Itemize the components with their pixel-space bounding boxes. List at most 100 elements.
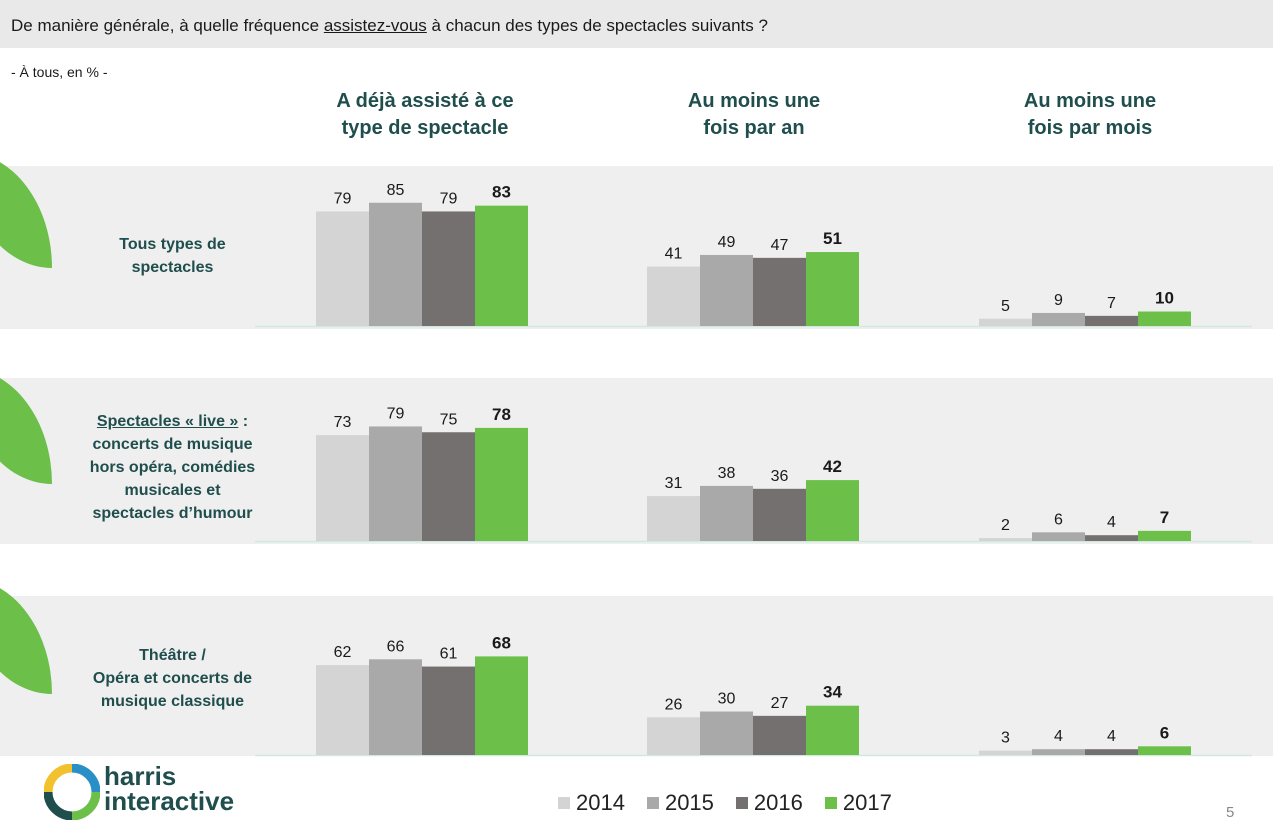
data-label: 4 [1054, 728, 1063, 745]
legend-item-2016: 2016 [735, 790, 803, 816]
data-label: 9 [1054, 292, 1063, 309]
data-label: 62 [334, 644, 352, 661]
bar-2016 [422, 211, 475, 326]
data-label: 41 [665, 246, 683, 263]
bar-2015 [1032, 312, 1085, 326]
row-label-line: musicales et [124, 482, 221, 499]
row-label-suffix: : [238, 413, 249, 430]
data-label: 79 [440, 190, 458, 207]
data-label: 6 [1054, 511, 1063, 528]
bar-2014 [647, 266, 700, 326]
question-part: à chacun des types de spectacles suivant… [426, 16, 768, 35]
bar-2017 [475, 427, 528, 541]
data-label: 10 [1155, 289, 1174, 308]
bar-2015 [369, 659, 422, 755]
bar-2014 [316, 211, 369, 326]
data-label: 27 [771, 695, 789, 712]
data-label: 3 [1001, 730, 1010, 747]
column-header-line: type de spectacle [341, 117, 509, 139]
question-part: De manière générale, à quelle fréquence [11, 16, 324, 35]
row-label-theatre: Théâtre / Opéra et concerts de musique c… [60, 644, 285, 713]
logo-ring-icon [43, 763, 101, 821]
data-label: 7 [1107, 295, 1116, 312]
data-label: 79 [334, 190, 352, 207]
column-header-line: fois par mois [1027, 117, 1153, 139]
bar-2016 [753, 715, 806, 755]
legend-swatch [646, 797, 659, 809]
legend-label: 2014 [576, 790, 625, 815]
legend-item-2014: 2014 [558, 790, 625, 816]
question-underlined: assistez-vous [323, 16, 427, 35]
data-label: 4 [1107, 514, 1116, 531]
bar-2015 [700, 254, 753, 326]
data-label: 7 [1160, 508, 1169, 527]
bar-2016 [1085, 315, 1138, 326]
column-header-monthly: Au moins une fois par mois [940, 88, 1240, 142]
logo-line: harris [104, 761, 177, 791]
bar-2015 [1032, 749, 1085, 755]
data-label: 2 [1001, 517, 1010, 534]
bar-2014 [316, 665, 369, 755]
data-label: 68 [492, 633, 511, 652]
logo-line: interactive [104, 786, 235, 816]
bar-2015 [369, 426, 422, 541]
column-header-line: A déjà assisté à ce [336, 90, 514, 112]
legend-item-2017: 2017 [824, 790, 892, 816]
data-label: 42 [823, 457, 842, 476]
data-label: 79 [387, 405, 405, 422]
bar-2017 [475, 205, 528, 326]
bar-2017 [1138, 746, 1191, 755]
data-label: 83 [492, 183, 511, 202]
base-note: - À tous, en % - [11, 64, 108, 80]
bar-2014 [647, 496, 700, 541]
row-band [0, 378, 1273, 544]
bar-2016 [422, 432, 475, 541]
column-header-yearly: Au moins une fois par an [604, 88, 904, 142]
bar-2017 [1138, 311, 1191, 326]
bar-2017 [1138, 530, 1191, 541]
data-label: 34 [823, 683, 842, 702]
data-label: 38 [718, 465, 736, 482]
bar-2014 [979, 538, 1032, 541]
bar-2017 [806, 480, 859, 541]
row-label-all: Tous types de spectacles [60, 233, 285, 279]
row-label-underlined: Spectacles « live » [96, 413, 239, 430]
bar-2017 [475, 656, 528, 755]
page-number: 5 [1226, 804, 1235, 821]
data-label: 49 [718, 234, 736, 251]
legend-swatch [735, 797, 748, 809]
data-label: 66 [387, 638, 405, 655]
row-band [0, 596, 1273, 756]
legend-swatch [824, 797, 837, 809]
row-label-line: Opéra et concerts de [92, 670, 253, 687]
data-label: 51 [823, 229, 842, 248]
question-text: De manière générale, à quelle fréquence … [11, 16, 768, 36]
data-label: 47 [771, 237, 789, 254]
bar-2014 [647, 717, 700, 755]
bar-2016 [1085, 749, 1138, 755]
row-band [0, 166, 1273, 329]
legend-label: 2015 [664, 790, 714, 815]
bar-2017 [806, 252, 859, 326]
data-label: 30 [718, 691, 736, 708]
logo-text: harris interactive [104, 761, 235, 816]
bar-2014 [979, 750, 1032, 755]
row-label-line: Spectacles « live » : [60, 410, 285, 433]
column-header-line: Au moins une [687, 90, 821, 112]
legend-swatch [558, 797, 570, 809]
data-label: 85 [387, 182, 405, 199]
bar-2016 [1085, 535, 1138, 541]
bar-2014 [979, 318, 1032, 326]
row-label-line: spectacles d’humour [92, 505, 253, 522]
data-label: 5 [1001, 298, 1010, 315]
bar-2016 [422, 666, 475, 755]
bar-2015 [700, 485, 753, 541]
row-label-line: Théâtre / [139, 647, 206, 664]
legend: 2014 2015 2016 2017 [558, 790, 892, 816]
bar-2015 [700, 711, 753, 755]
question-bar: De manière générale, à quelle fréquence … [0, 0, 1273, 48]
data-label: 61 [440, 646, 458, 663]
column-header-line: fois par an [703, 117, 805, 139]
data-label: 26 [665, 696, 683, 713]
